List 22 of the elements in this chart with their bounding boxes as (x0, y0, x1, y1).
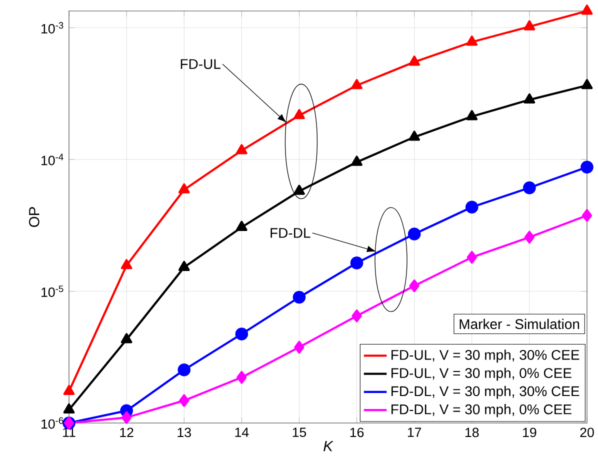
legend-title: Marker - Simulation (460, 318, 580, 330)
x-tick-label: 15 (292, 428, 306, 438)
x-tick-label: 16 (350, 428, 364, 438)
y-tick-label: 10$^{-3}$ (42, 22, 64, 34)
x-tick-label: 17 (408, 428, 422, 437)
y-tick-label: 10$^{-6}$ (42, 417, 64, 429)
legend-label: FD-DL, V = 30 mph, 30% CEE (392, 386, 580, 399)
legend-label: FD-UL, V = 30 mph, 30% CEE (392, 350, 580, 363)
x-tick-label: 20 (580, 428, 594, 438)
y-tick-label: 10$^{-5}$ (42, 286, 64, 297)
x-tick-label: 13 (178, 428, 191, 438)
x-tick-label: 18 (465, 428, 479, 438)
x-axis-title: K (324, 440, 334, 452)
x-tick-label: 12 (120, 428, 134, 438)
y-axis-title: OP (28, 207, 40, 227)
annotation: FD-UL (180, 59, 220, 70)
annotation: FD-DL (270, 228, 310, 238)
y-tick-label: 10$^{-4}$ (42, 154, 64, 166)
legend-label: FD-DL, V = 30 mph, 0% CEE (392, 404, 572, 418)
legend-label: FD-UL, V = 30 mph, 0% CEE (392, 368, 572, 381)
x-tick-label: 19 (523, 428, 536, 438)
x-tick-label: 14 (235, 428, 249, 437)
